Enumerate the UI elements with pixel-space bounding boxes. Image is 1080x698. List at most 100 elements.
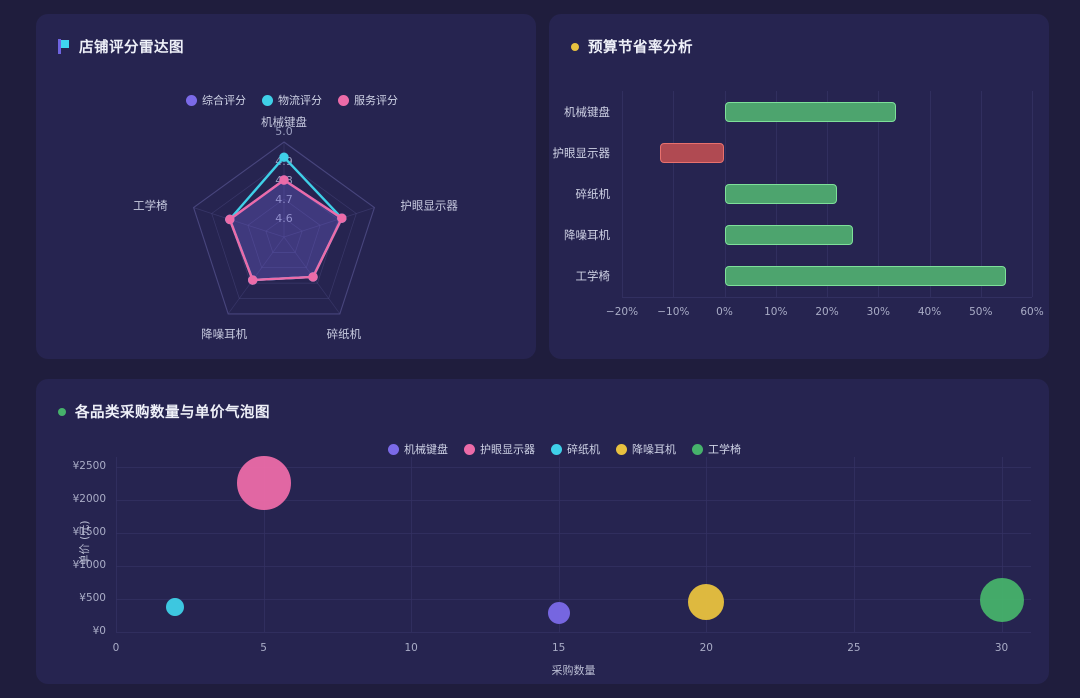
radar-axis-label: 碎纸机	[327, 327, 362, 341]
bar-xtick: 50%	[969, 306, 993, 318]
bubble-gridline-h	[116, 566, 1031, 567]
bubble-gridline-v	[853, 457, 855, 632]
bubble-gridline-h	[116, 499, 1031, 501]
bubble-gridline-v	[116, 457, 117, 632]
bar-positive	[724, 101, 897, 122]
bar-category-label: 工学椅	[575, 269, 611, 284]
legend-marker	[464, 443, 475, 455]
legend-label: 物流评分	[278, 94, 322, 107]
radar-legend: 综合评分 物流评分 服务评分	[186, 92, 398, 108]
bar-card-title: 预算节省率分析	[571, 36, 693, 57]
bubble-gridline-h	[116, 532, 1031, 534]
bubble-gridline-h	[116, 632, 1031, 633]
legend-marker	[616, 443, 627, 455]
bubble-gridline-v	[706, 457, 708, 632]
bar-gridline	[1032, 91, 1033, 297]
legend-marker	[692, 443, 703, 455]
legend-marker	[262, 94, 273, 106]
bar-plot: 机械键盘 护眼显示器 碎纸机 降噪耳机 工学椅 −20% −10% 0% 10% 20% 30% 40…	[549, 14, 1049, 359]
bar-gridline	[878, 91, 880, 297]
legend-label: 护眼显示器	[480, 443, 535, 456]
bar-xtick: 20%	[815, 306, 839, 318]
bubble-point-降噪耳机	[688, 584, 725, 621]
bubble-xtick: 5	[260, 642, 267, 654]
flag-icon	[58, 39, 70, 54]
bubble-legend-item-2: 碎纸机	[551, 441, 600, 457]
bar-xtick: −10%	[657, 306, 690, 318]
bubble-point-碎纸机	[166, 597, 184, 616]
bubble-xaxis-label: 采购数量	[551, 664, 596, 677]
legend-label: 服务评分	[354, 94, 398, 107]
bar-positive	[724, 225, 853, 246]
legend-marker	[388, 443, 399, 455]
radar-series-2	[228, 178, 344, 282]
bubble-gridline-v	[263, 457, 265, 632]
bubble-point-护眼显示器	[236, 456, 291, 511]
bar-category-label: 机械键盘	[564, 104, 610, 119]
bubble-gridline-h	[116, 466, 1031, 468]
bar-xtick: 10%	[764, 306, 788, 318]
bubble-chart-card: 各品类采购数量与单价气泡图 机械键盘 护眼显示器 碎纸机 降噪耳机 工学椅 ¥0 ¥500…	[36, 379, 1049, 684]
bubble-legend-item-0: 机械键盘	[388, 441, 448, 457]
radar-axis-label: 护眼显示器	[400, 199, 458, 213]
legend-marker	[338, 94, 349, 106]
bar-gridline	[980, 91, 982, 297]
radar-point	[279, 152, 289, 162]
radar-radial-tick: 4.7	[275, 193, 293, 206]
radar-card-title: 店铺评分雷达图	[58, 36, 184, 57]
bubble-xtick: 15	[552, 642, 566, 654]
radar-point	[279, 175, 289, 185]
bubble-ytick: ¥1500	[72, 525, 106, 538]
bubble-legend-item-1: 护眼显示器	[464, 441, 535, 457]
bubble-plot: ¥0 ¥500 ¥1000 ¥1500 ¥2000 ¥2500 0 5 10 15 20 25 30 采购…	[36, 379, 1049, 684]
bar-xtick: 30%	[866, 306, 890, 318]
bar-chart-card: 预算节省率分析 机械键盘护眼显示器碎纸机降噪耳机工学椅 −20% −10% 0% 10%…	[549, 14, 1049, 359]
bubble-ytick: ¥0	[92, 625, 106, 637]
bubble-ytick: ¥2000	[72, 492, 106, 505]
radar-radial-tick: 4.6	[275, 212, 293, 225]
bar-category-label: 降噪耳机	[564, 228, 610, 243]
bubble-legend-item-4: 工学椅	[692, 441, 741, 457]
bar-xtick: −20%	[605, 306, 639, 318]
radar-legend-item-1: 物流评分	[262, 92, 322, 108]
radar-legend-item-2: 服务评分	[338, 92, 398, 108]
bubble-ytick: ¥500	[79, 592, 106, 604]
legend-label: 降噪耳机	[632, 443, 676, 456]
bubble-xtick: 20	[699, 642, 713, 654]
legend-label: 工学椅	[708, 443, 741, 456]
legend-label: 机械键盘	[404, 443, 448, 456]
bubble-legend: 机械键盘 护眼显示器 碎纸机 降噪耳机 工学椅	[388, 441, 741, 457]
radar-radial-tick: 5.0	[275, 125, 293, 138]
radar-point	[225, 214, 235, 225]
radar-axis-label: 降噪耳机	[201, 327, 247, 341]
bar-positive	[724, 184, 838, 204]
legend-marker	[186, 94, 197, 106]
bar-category-label: 碎纸机	[575, 187, 611, 201]
bubble-point-工学椅	[979, 578, 1024, 623]
bar-gridline	[929, 91, 931, 297]
bar-category-label: 护眼显示器	[552, 145, 611, 160]
radar-point	[337, 213, 347, 223]
legend-label: 碎纸机	[567, 443, 600, 456]
radar-point	[248, 275, 258, 285]
bubble-xtick: 30	[994, 642, 1009, 654]
bar-gridline	[622, 91, 623, 297]
bullet-dot-icon	[58, 407, 66, 416]
radar-legend-item-0: 综合评分	[186, 92, 246, 108]
bubble-ytick: ¥1000	[72, 559, 106, 571]
bubble-legend-item-3: 降噪耳机	[616, 441, 676, 457]
bubble-gridline-v	[411, 457, 413, 632]
bar-xtick: 0%	[716, 306, 733, 318]
bubble-ytick: ¥2500	[72, 459, 106, 472]
bar-positive	[724, 266, 1007, 287]
legend-label: 综合评分	[202, 94, 246, 107]
bubble-card-title-text: 各品类采购数量与单价气泡图	[75, 405, 270, 421]
bullet-dot-icon	[571, 42, 579, 51]
legend-marker	[551, 443, 562, 455]
radar-card-title-text: 店铺评分雷达图	[79, 40, 184, 56]
bubble-gridline-v	[558, 457, 560, 632]
bubble-xtick: 0	[112, 642, 120, 654]
